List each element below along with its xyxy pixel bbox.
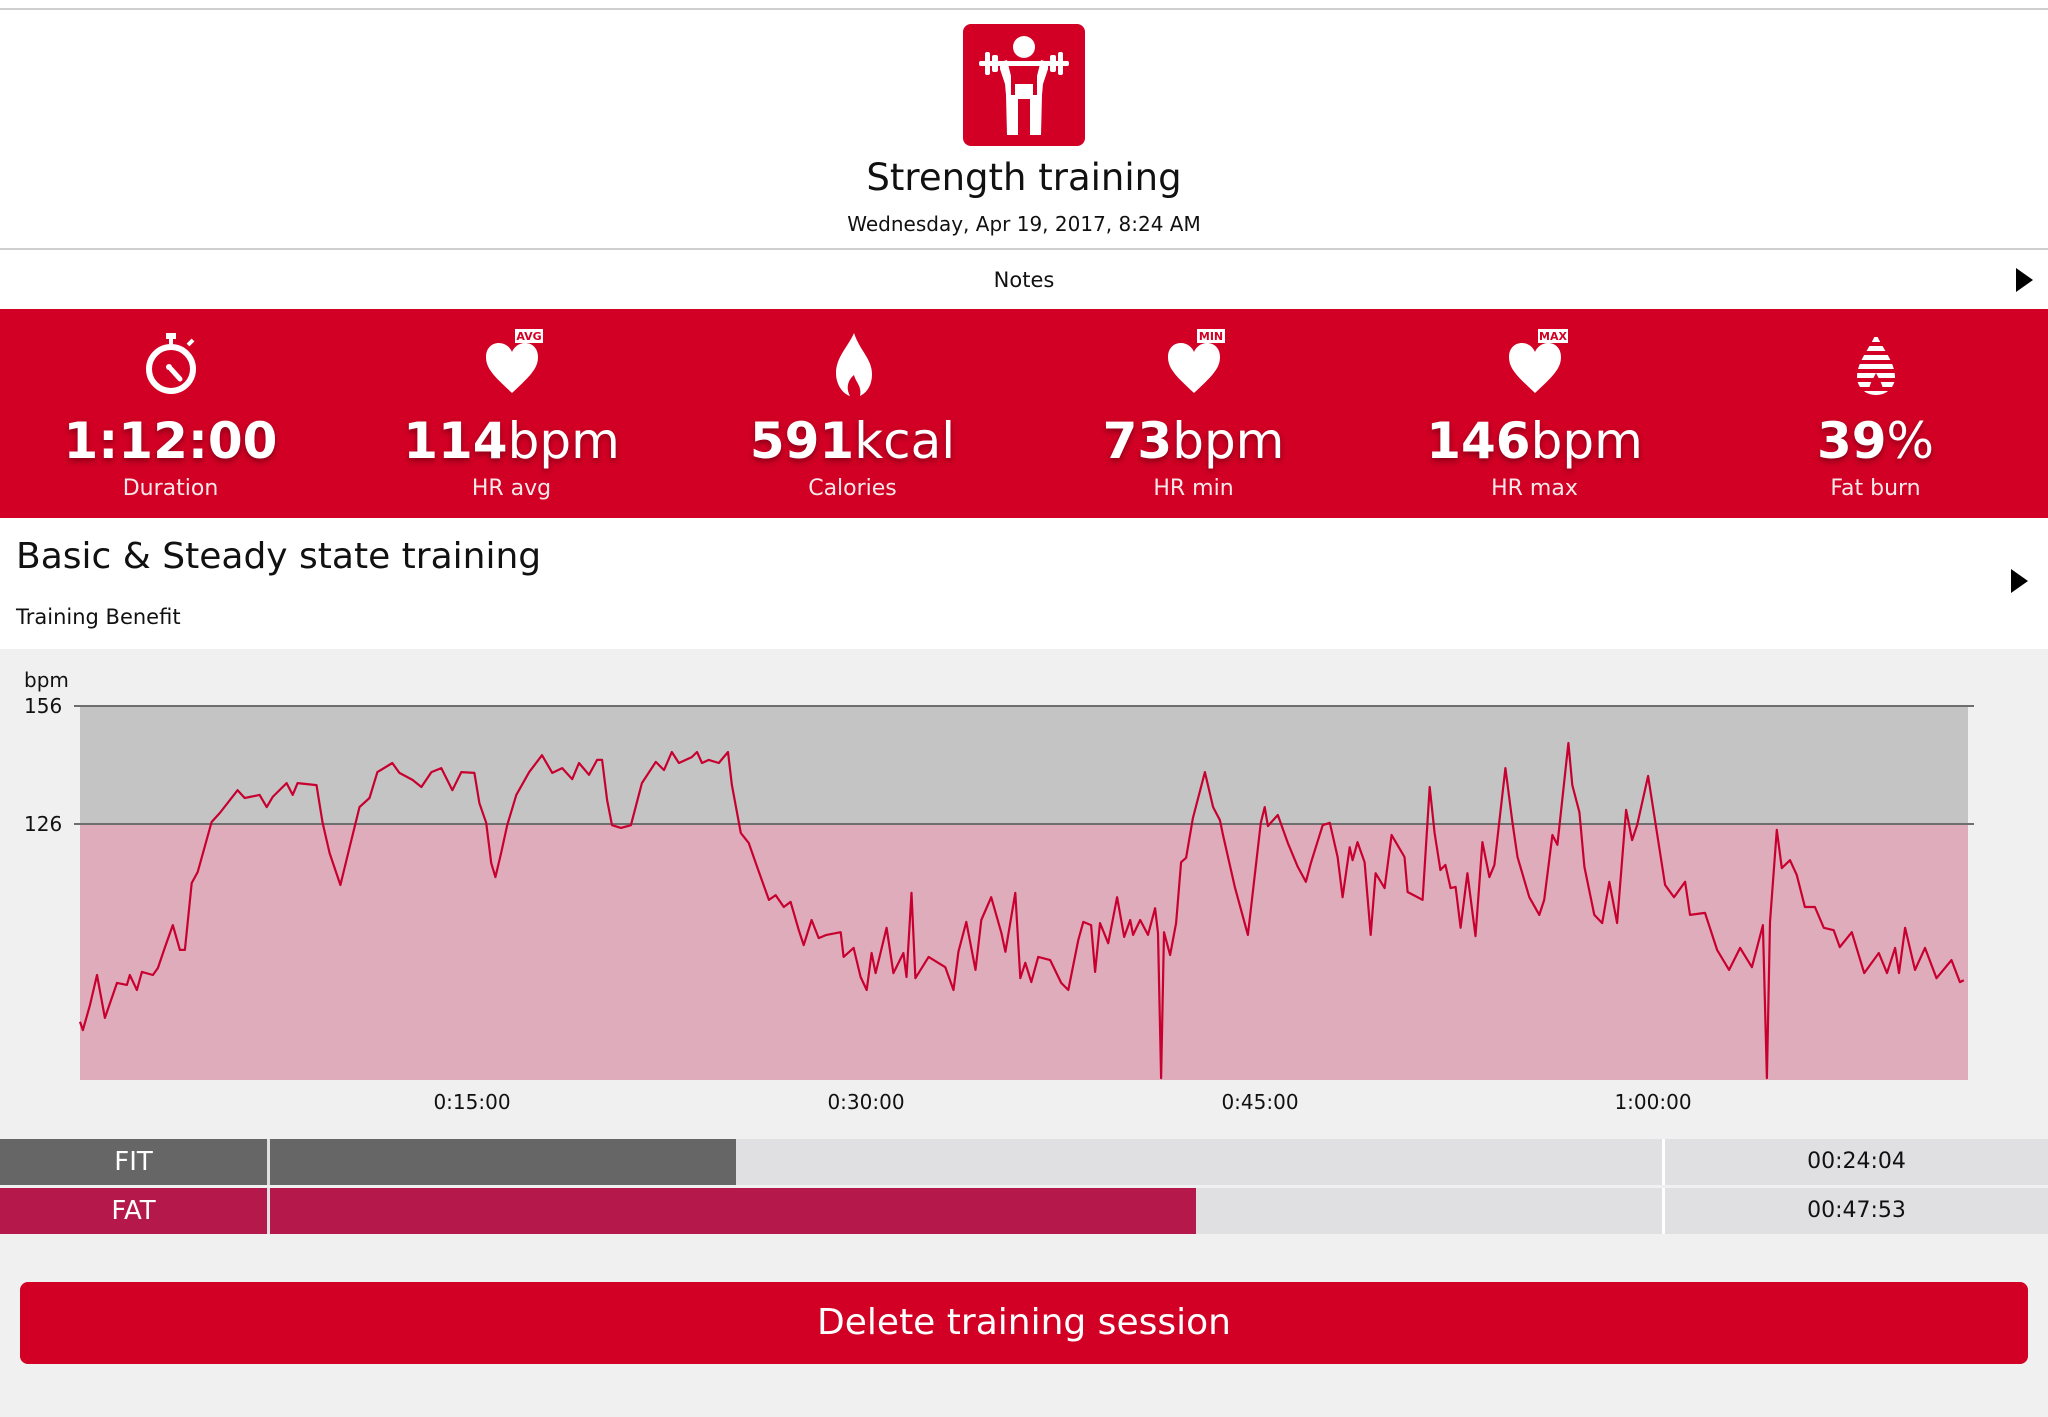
heart-rate-line: [78, 741, 1965, 1080]
x-tick-15min: 0:15:00: [433, 1090, 511, 1114]
notes-row[interactable]: [0, 250, 2048, 309]
svg-text:MIN: MIN: [1198, 330, 1222, 343]
stat-duration: 1:12:00 Duration: [0, 309, 341, 518]
delete-session-button[interactable]: Delete training session: [20, 1282, 2028, 1364]
zone-divider: [1662, 1188, 1665, 1234]
stat-hr-max: MAX 146bpm HR max: [1364, 309, 1705, 518]
session-date: Wednesday, Apr 19, 2017, 8:24 AM: [847, 212, 1201, 236]
upper-zone-band: [80, 706, 1968, 824]
zone-row-fat: FAT 00:47:53: [0, 1188, 2048, 1234]
fat-drop-icon: [1841, 329, 1911, 399]
zone-bar-fat: [270, 1188, 1196, 1234]
y-axis-unit: bpm: [24, 668, 69, 692]
stat-label: Duration: [122, 476, 219, 501]
stat-value: 591kcal: [749, 412, 956, 470]
header-divider: [0, 248, 2048, 250]
y-tick-126: 126: [24, 812, 63, 836]
stat-value: 39%: [1816, 412, 1935, 470]
x-tick-45min: 0:45:00: [1221, 1090, 1299, 1114]
stat-label: HR min: [1153, 476, 1234, 501]
stat-calories: 591kcal Calories: [682, 309, 1023, 518]
chevron-right-icon[interactable]: [2011, 569, 2028, 593]
stat-value: 1:12:00: [63, 412, 278, 470]
zone-divider: [1662, 1139, 1665, 1185]
heart-avg-icon: AVG: [477, 329, 547, 399]
training-benefit-subtitle: Training Benefit: [16, 605, 181, 629]
zone-time: 00:47:53: [1807, 1198, 1906, 1223]
notes-label: Notes: [993, 268, 1055, 292]
stat-value: 73bpm: [1102, 412, 1285, 470]
training-benefit-title: Basic & Steady state training: [16, 536, 542, 577]
zone-label: FAT: [0, 1188, 267, 1234]
x-tick-60min: 1:00:00: [1614, 1090, 1692, 1114]
chevron-right-icon[interactable]: [2016, 268, 2033, 292]
heart-min-icon: MIN: [1159, 329, 1229, 399]
zone-bar-fit: [270, 1139, 736, 1185]
stat-hr-min: MIN 73bpm HR min: [1023, 309, 1364, 518]
svg-text:MAX: MAX: [1539, 330, 1567, 343]
stopwatch-icon: [136, 329, 206, 399]
heart-max-icon: MAX: [1500, 329, 1570, 399]
stat-label: Fat burn: [1830, 476, 1921, 501]
stat-value: 114bpm: [403, 412, 620, 470]
session-title: Strength training: [866, 156, 1182, 199]
x-tick-30min: 0:30:00: [827, 1090, 905, 1114]
zone-time: 00:24:04: [1807, 1149, 1906, 1174]
weightlifter-icon: [963, 24, 1085, 146]
stats-band: 1:12:00 Duration AVG 114bpm HR avg 591kc…: [0, 309, 2048, 518]
training-benefit-row[interactable]: [0, 518, 2048, 649]
flame-icon: [818, 329, 888, 399]
lower-zone-band: [80, 824, 1968, 1080]
top-divider: [0, 8, 2048, 10]
stat-hr-avg: AVG 114bpm HR avg: [341, 309, 682, 518]
y-tick-156: 156: [24, 694, 63, 718]
stat-label: Calories: [808, 476, 897, 501]
zone-label: FIT: [0, 1139, 267, 1185]
svg-text:AVG: AVG: [516, 330, 541, 343]
stat-label: HR avg: [471, 476, 552, 501]
zone-row-fit: FIT 00:24:04: [0, 1139, 2048, 1185]
chart-plot: [74, 705, 1974, 1080]
stat-fat-burn: 39% Fat burn: [1705, 309, 2046, 518]
stat-value: 146bpm: [1426, 412, 1643, 470]
stat-label: HR max: [1491, 476, 1578, 501]
